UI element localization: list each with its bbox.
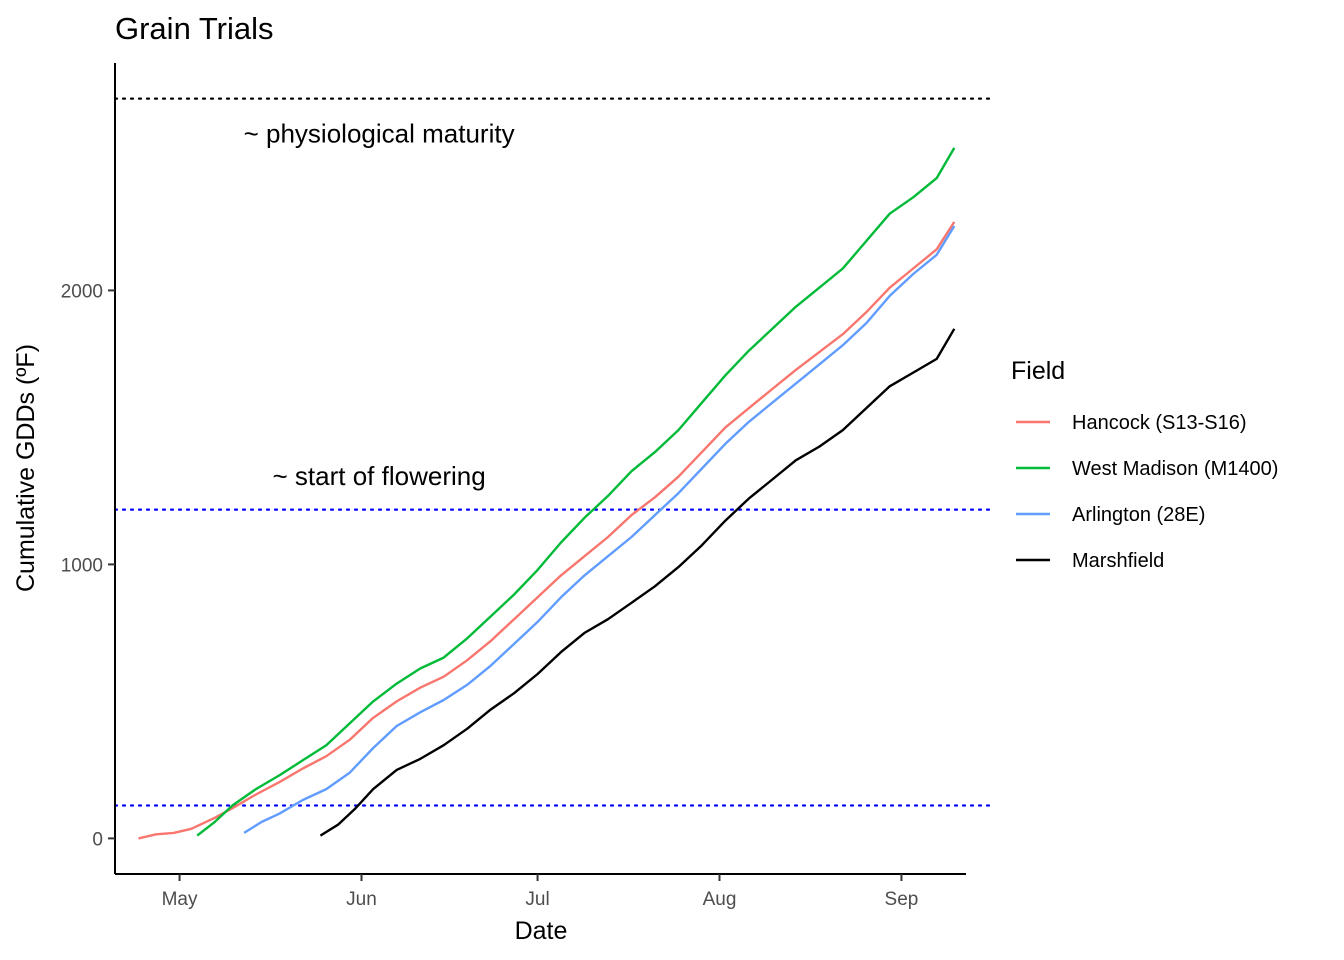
series-line	[243, 225, 956, 834]
x-tick-label: May	[162, 889, 198, 910]
x-tick-label: Aug	[703, 889, 737, 910]
x-tick-label: Jul	[525, 889, 549, 910]
reference-line-label: ~ physiological maturity	[244, 118, 515, 148]
x-axis-ticks: May Jun Jul Aug Sep	[162, 874, 919, 910]
legend-label: Arlington (28E)	[1072, 504, 1205, 526]
legend-label: Hancock (S13-S16)	[1072, 412, 1247, 434]
x-tick-label: Jun	[346, 889, 377, 910]
legend-label: West Madison (M1400)	[1072, 458, 1278, 480]
legend: Field Hancock (S13-S16) West Madison (M14…	[1011, 357, 1278, 572]
series-line	[319, 328, 956, 837]
y-tick-label: 2000	[61, 281, 103, 302]
y-axis-title: Cumulative GDDs (ºF)	[12, 344, 40, 592]
y-tick-label: 1000	[61, 555, 103, 576]
reference-line-label: ~ start of flowering	[273, 461, 486, 491]
series-line	[196, 147, 956, 837]
chart-title: Grain Trials	[115, 11, 273, 46]
y-axis-ticks: 0 1000 2000	[61, 281, 115, 850]
y-tick-label: 0	[92, 829, 103, 850]
reference-lines	[113, 97, 992, 807]
series-line	[138, 221, 956, 840]
x-axis-title: Date	[515, 917, 568, 945]
legend-title: Field	[1011, 357, 1065, 385]
x-tick-label: Sep	[885, 889, 919, 910]
annotations: ~ start of flowering ~ physiological matu…	[244, 118, 515, 490]
series-lines	[138, 147, 956, 840]
legend-label: Marshfield	[1072, 550, 1164, 572]
